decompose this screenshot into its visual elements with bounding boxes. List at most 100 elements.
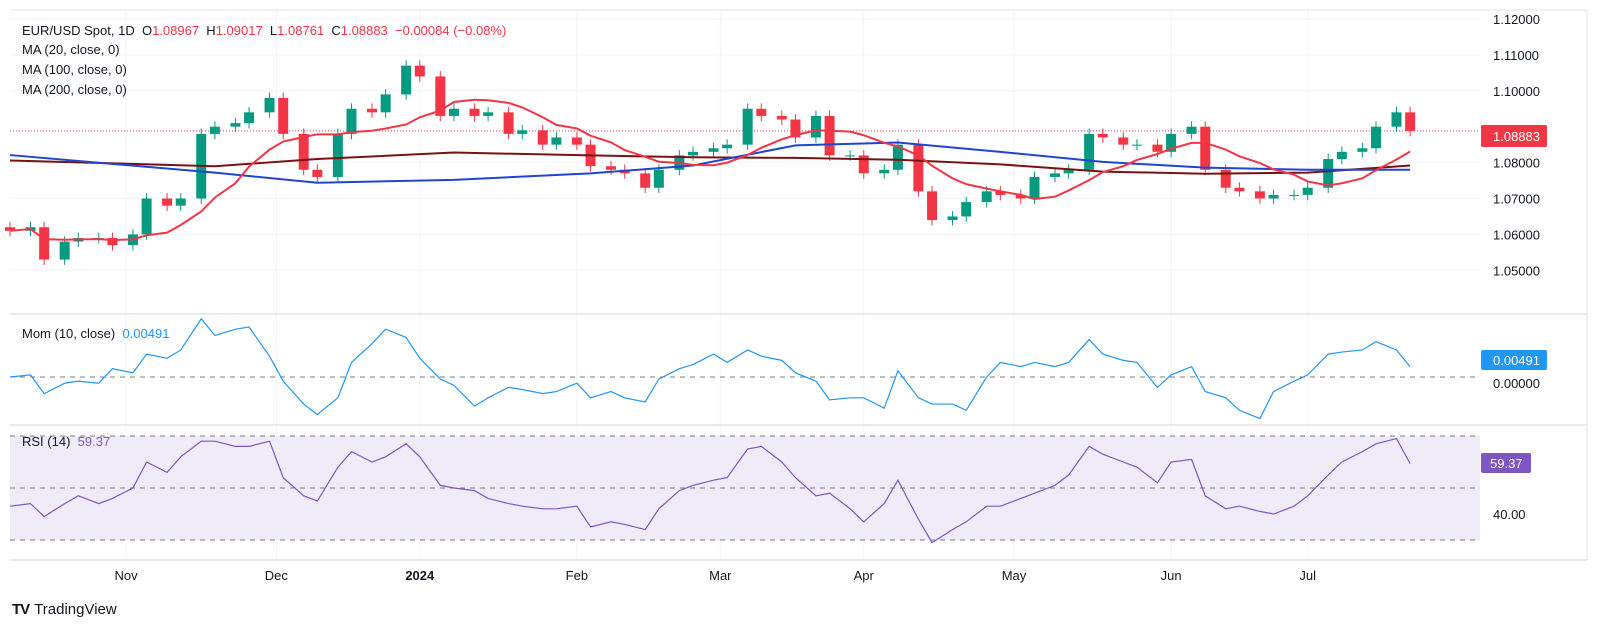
candle — [401, 65, 412, 95]
candle — [448, 108, 459, 116]
candle — [961, 202, 972, 217]
low-label: L — [269, 23, 278, 38]
mom-value: 0.00491 — [122, 326, 170, 341]
candle — [708, 148, 719, 152]
candle — [1289, 194, 1300, 196]
rsi-line — [9, 437, 1411, 544]
candle — [483, 112, 494, 116]
candle — [230, 123, 241, 127]
candle — [209, 126, 220, 134]
rsi-badge: 59.37 — [1490, 456, 1523, 471]
candle — [551, 137, 562, 145]
candle — [380, 94, 391, 113]
symbol-title: EUR/USD Spot, 1D — [22, 23, 135, 38]
candle — [1186, 126, 1197, 134]
candle — [688, 151, 698, 156]
candle — [571, 137, 582, 145]
rsi-badge-bg — [1481, 453, 1531, 473]
candle — [1084, 133, 1095, 170]
ma100-line — [9, 141, 1411, 184]
price-tick: 1.12000 — [1493, 12, 1540, 27]
candle — [39, 227, 50, 260]
time-tick: Jul — [1299, 568, 1316, 583]
candle — [5, 227, 15, 231]
price-tick: 1.08000 — [1493, 156, 1540, 171]
candle — [606, 166, 617, 170]
time-axis[interactable]: Nov Dec 2024 Feb Mar Apr May Jun Jul — [115, 568, 1317, 583]
candle — [244, 112, 255, 124]
candle — [879, 169, 890, 174]
candle — [278, 97, 289, 134]
mom-zero-tick: 0.00000 — [1493, 376, 1540, 391]
candle — [1166, 133, 1177, 152]
candle — [722, 144, 733, 149]
candle — [1357, 148, 1368, 152]
candle — [175, 198, 186, 206]
candle — [414, 65, 425, 77]
rsi-legend[interactable]: RSI (14) 59.37 — [22, 434, 110, 449]
candle — [59, 241, 70, 260]
mom-line — [9, 317, 1411, 420]
rsi-tick-40: 40.00 — [1493, 507, 1526, 522]
ma20-legend[interactable]: MA (20, close, 0) — [22, 42, 120, 57]
candle — [298, 133, 309, 170]
price-badge: 1.08883 — [1493, 129, 1540, 144]
candle — [913, 144, 924, 192]
candle — [264, 97, 275, 113]
candle — [1063, 169, 1074, 174]
high-label: H — [206, 23, 216, 38]
candle — [810, 115, 821, 138]
rsi-pane — [9, 435, 1480, 544]
tradingview-logo[interactable]: TV TradingView — [12, 601, 117, 618]
candle — [1323, 159, 1334, 188]
candle — [469, 108, 480, 116]
brand-name: TradingView — [34, 601, 117, 618]
candle — [312, 169, 323, 177]
mom-badge-bg — [1481, 350, 1547, 370]
price-axis[interactable]: 1.12000 1.11000 1.10000 1.08000 1.07000 1.060… — [1493, 12, 1540, 278]
candle — [1118, 137, 1129, 145]
candle — [435, 76, 446, 116]
ma100-legend[interactable]: MA (100, close, 0) — [22, 62, 127, 77]
candle — [517, 130, 528, 134]
ma200-legend[interactable]: MA (200, close, 0) — [22, 82, 127, 97]
close-value: 1.08883 — [340, 23, 388, 38]
ma20-line — [9, 98, 1411, 242]
candle — [1336, 151, 1347, 160]
rsi-value: 59.37 — [77, 434, 111, 449]
mom-legend[interactable]: Mom (10, close) 0.00491 — [22, 326, 169, 341]
time-tick: Mar — [709, 568, 732, 583]
candle — [653, 169, 664, 188]
open-label: O — [141, 23, 153, 38]
candle — [107, 237, 118, 246]
candle — [927, 191, 938, 221]
change-value: −0.00084 (−0.08%) — [395, 23, 507, 38]
candle — [162, 198, 173, 206]
candle — [776, 115, 787, 120]
time-tick: 2024 — [405, 568, 435, 583]
candle — [1268, 194, 1279, 199]
price-pane — [5, 60, 1480, 265]
mom-badge: 0.00491 — [1493, 353, 1540, 368]
ma200-line — [9, 151, 1411, 175]
price-tick: 1.10000 — [1493, 84, 1540, 99]
time-tick: Feb — [566, 568, 588, 583]
rsi-label: RSI (14) — [22, 434, 71, 449]
tradingview-logo-icon: TV — [12, 601, 30, 618]
candle — [1234, 187, 1245, 192]
time-tick: Nov — [115, 568, 139, 583]
symbol-legend[interactable]: EUR/USD Spot, 1D O1.08967 H1.09017 L1.08… — [22, 23, 506, 38]
price-tick: 1.06000 — [1493, 227, 1540, 242]
candle — [366, 108, 377, 113]
candle — [1049, 173, 1060, 177]
candle — [1015, 194, 1026, 199]
candle — [1391, 112, 1402, 127]
candle — [1029, 176, 1040, 199]
candle — [742, 108, 753, 145]
candle — [892, 144, 903, 170]
price-tick: 1.05000 — [1493, 263, 1540, 278]
candle — [858, 155, 869, 174]
candle — [1097, 133, 1108, 138]
mom-label: Mom (10, close) — [22, 326, 116, 341]
